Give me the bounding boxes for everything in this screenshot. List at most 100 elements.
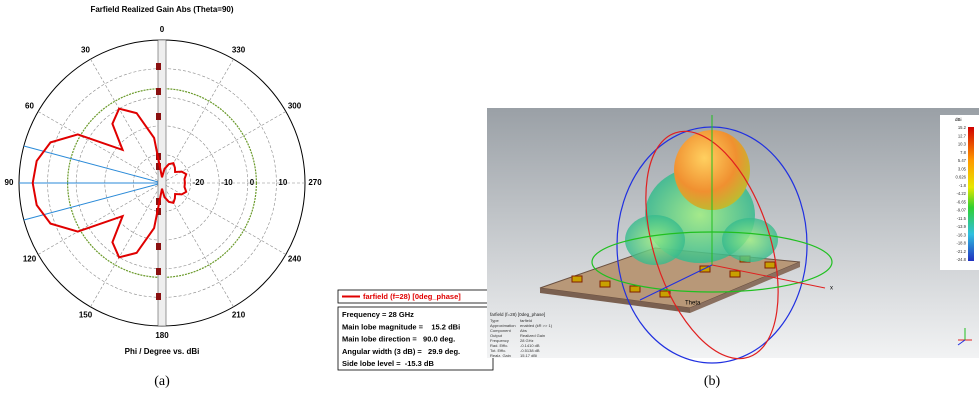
beam-line	[23, 145, 163, 184]
info-line: Main lobe direction = 90.0 deg.	[342, 335, 455, 344]
colorbar	[968, 127, 974, 261]
colorbar-tick-label: 10.3	[958, 142, 967, 147]
theta-tick-label: 120	[23, 255, 37, 264]
colorbar-tick-label: -11.5	[957, 216, 967, 221]
grid-spoke	[161, 182, 286, 255]
theta-tick-label: 180	[155, 331, 169, 340]
colorbar-tick-label: -9.07	[956, 208, 966, 213]
patch	[764, 261, 776, 269]
antenna-element	[156, 163, 161, 170]
grid-spoke	[161, 111, 286, 184]
colorbar-tick-label: -4.22	[956, 191, 966, 196]
theta-tick-label: 300	[288, 102, 302, 111]
side-lobe	[722, 218, 778, 262]
pattern-line	[31, 107, 188, 259]
grid-spoke	[38, 182, 163, 255]
theta-tick-label: 270	[308, 178, 322, 187]
grid-spoke	[90, 59, 163, 184]
theta-tick-label: 210	[232, 311, 246, 320]
colorbar-tick-label: 12.7	[958, 133, 967, 138]
triad	[957, 339, 966, 346]
colorbar-tick-label: 5.47	[958, 158, 967, 163]
axis-label: x	[830, 286, 833, 292]
render-info-cell: 28 GHz	[520, 338, 534, 343]
render-info-cell: Component	[490, 328, 512, 333]
grid-circle	[133, 154, 191, 212]
antenna-strip	[157, 39, 167, 327]
patch	[599, 280, 611, 288]
r-tick-label: -20	[193, 178, 205, 187]
patch	[659, 290, 671, 298]
axis	[639, 264, 713, 301]
info-line: Frequency = 28 GHz	[342, 310, 414, 319]
r-tick-label: -10	[221, 178, 233, 187]
render-info-cell: enabled (kR >> 1)	[520, 323, 553, 328]
theta-tick-label: 30	[81, 46, 90, 55]
antenna-element	[156, 208, 161, 215]
render-info-cell: Output	[490, 333, 503, 338]
render-info-cell: Approximation	[490, 323, 516, 328]
axis-label: Theta	[685, 301, 701, 307]
antenna-element	[156, 113, 161, 120]
render-info-cell: Realized Gain	[520, 333, 545, 338]
patch	[629, 285, 641, 293]
r-tick-label: 0	[250, 178, 255, 187]
theta-tick-label: 240	[288, 255, 302, 264]
patch	[729, 270, 741, 278]
theta-circle	[645, 130, 779, 360]
theta-tick-label: 330	[232, 46, 246, 55]
grid-spoke	[161, 182, 234, 307]
r-tick-label: 10	[278, 178, 287, 187]
render-3d: Theta x dBi 15.2 12.7 10.3 7.8 5.47 3.05 0.626…	[487, 108, 979, 364]
colorbar-tick-label: -6.65	[956, 199, 966, 204]
beam-line	[23, 182, 163, 221]
patch	[699, 265, 711, 273]
caption: (b)	[704, 374, 721, 389]
antenna-element	[156, 88, 161, 95]
grid-spoke	[90, 182, 163, 307]
colorbar-tick-label: 7.8	[960, 150, 966, 155]
colorbar-tick-label: -21.2	[956, 249, 966, 254]
theta-tick-label: 90	[5, 178, 14, 187]
antenna-element	[156, 293, 161, 300]
colorbar-title: dBi	[955, 117, 962, 122]
grid-spoke	[161, 59, 234, 184]
axis	[711, 264, 826, 289]
patch	[571, 275, 583, 283]
theta-tick-label: 60	[25, 102, 34, 111]
info-box	[337, 306, 494, 371]
render-info-cell: Abs	[520, 328, 527, 333]
theta-tick-label: 150	[79, 311, 93, 320]
colorbar-tick-label: 15.2	[958, 125, 967, 130]
render-info-title: farfield (f=28) [0deg_phase]	[490, 312, 545, 317]
board-edge	[690, 262, 800, 313]
colorbar-tick-label: 0.626	[956, 175, 967, 180]
render-info-cell: Realz. Gain	[490, 353, 511, 358]
colorbar-tick-label: -16.3	[956, 232, 966, 237]
colorbar-tick-label: -1.8	[959, 183, 967, 188]
grid-circle	[47, 68, 277, 298]
render-info-cell: Tot. Effic.	[490, 348, 506, 353]
render-info-cell: -0.1410 dB	[520, 343, 540, 348]
render-info-cell: farfield	[520, 318, 532, 323]
axis-label: Phi / Degree vs. dBi	[125, 347, 200, 356]
antenna-element	[156, 243, 161, 250]
antenna-element	[156, 268, 161, 275]
side-lobe	[625, 215, 685, 265]
grid-spoke	[38, 111, 163, 184]
info-line: Angular width (3 dB) = 29.9 deg.	[342, 347, 460, 356]
render-info-cell: Type	[490, 318, 499, 323]
chart-title: Farfield Realized Gain Abs (Theta=90)	[90, 5, 233, 14]
render-info-cell: Frequency	[490, 338, 509, 343]
colorbar-tick-label: 3.05	[958, 166, 967, 171]
legend-label: farfield (f=28) [0deg_phase]	[363, 292, 461, 301]
colorbar-tick-label: -13.9	[956, 224, 966, 229]
render-info-cell: Rad. Effic.	[490, 343, 508, 348]
info-line: Side lobe level = -15.3 dB	[342, 359, 434, 368]
render-info-cell: 15.17 dBi	[520, 353, 537, 358]
antenna-element	[156, 63, 161, 70]
colorbar-tick-label: -18.8	[956, 241, 966, 246]
board-edge	[540, 288, 690, 313]
render-info-cell: -0.5138 dB	[520, 348, 540, 353]
